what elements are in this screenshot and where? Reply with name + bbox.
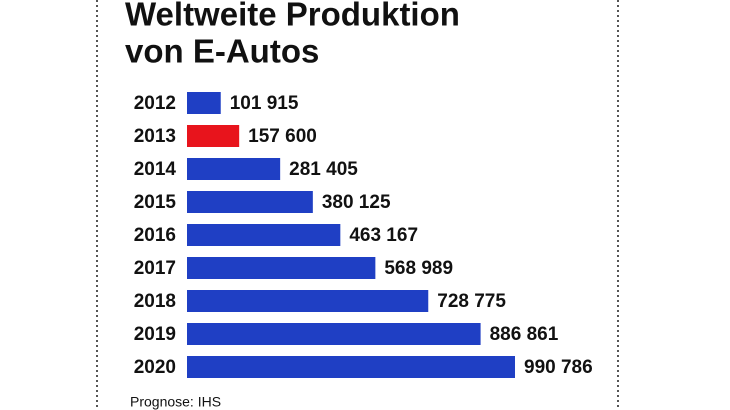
bar (187, 224, 341, 246)
category-label: 2017 (134, 258, 176, 279)
bar (187, 323, 481, 345)
bar (187, 125, 240, 147)
bar (187, 191, 313, 213)
category-label: 2019 (134, 324, 176, 345)
bar (187, 257, 376, 279)
bar (187, 356, 515, 378)
category-label: 2020 (134, 357, 176, 378)
category-label: 2018 (134, 291, 176, 312)
bar (187, 158, 281, 180)
value-label: 568 989 (384, 258, 453, 279)
value-label: 728 775 (437, 291, 506, 312)
value-label: 990 786 (524, 357, 593, 378)
bar (187, 290, 429, 312)
category-label: 2013 (134, 126, 176, 147)
category-label: 2016 (134, 225, 176, 246)
category-label: 2015 (134, 192, 177, 213)
value-label: 157 600 (248, 126, 317, 147)
value-label: 886 861 (490, 324, 559, 345)
value-label: 380 125 (322, 192, 391, 213)
chart-title: von E-Autos (125, 33, 319, 70)
value-label: 101 915 (230, 93, 299, 114)
chart-title: Weltweite Produktion (125, 0, 460, 33)
bar (187, 92, 221, 114)
category-label: 2014 (134, 159, 177, 180)
source-note: Prognose: IHS (130, 394, 221, 410)
value-label: 281 405 (289, 159, 358, 180)
value-label: 463 167 (349, 225, 418, 246)
category-label: 2012 (134, 93, 176, 114)
